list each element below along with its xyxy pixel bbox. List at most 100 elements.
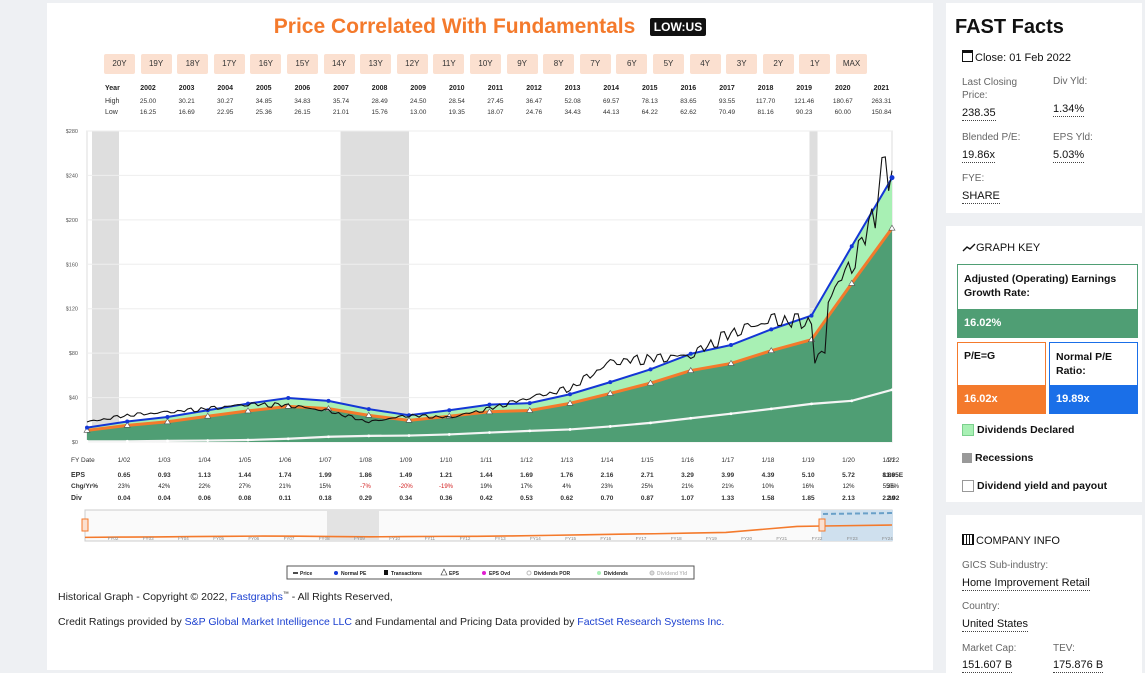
dividend-marker <box>890 388 894 392</box>
year-low-value: 44.13 <box>603 109 620 116</box>
range-button-4y[interactable]: 4Y <box>689 54 721 74</box>
normal-pe-marker <box>447 408 452 413</box>
eps-marker <box>485 408 494 415</box>
range-button-max[interactable]: MAX <box>836 54 867 74</box>
fy-date: 1/02 <box>118 457 131 464</box>
year-high-value: 69.57 <box>603 98 620 105</box>
overview-year-label: FY07 <box>284 536 295 541</box>
sp-global-link[interactable]: S&P Global Market Intelligence LLC <box>184 616 352 628</box>
recession-band <box>92 131 119 442</box>
dividend-marker <box>649 421 652 425</box>
year-label: 2015 <box>642 85 658 92</box>
range-button-6y[interactable]: 6Y <box>616 54 648 74</box>
copyright-text: Historical Graph - Copyright © 2022, <box>58 591 231 603</box>
range-button-20y[interactable]: 20Y <box>104 54 135 74</box>
div-value: 1.85 <box>802 495 815 502</box>
legend-transactions-swatch <box>384 570 388 575</box>
year-high-value: 35.74 <box>333 98 350 105</box>
overview-year-label: FY08 <box>319 536 330 541</box>
eps-marker <box>204 412 212 419</box>
year-low-value: 34.43 <box>564 109 581 116</box>
year-low-value: 19.35 <box>449 109 466 116</box>
range-button-19y[interactable]: 19Y <box>140 54 172 74</box>
year-low-value: 62.62 <box>680 109 697 116</box>
year-label: 2014 <box>603 85 619 92</box>
normal-pe-marker <box>849 244 854 249</box>
range-button-17y[interactable]: 17Y <box>213 54 245 74</box>
range-button-10y[interactable]: 10Y <box>470 54 501 74</box>
range-button-2y[interactable]: 2Y <box>762 54 794 74</box>
overview-estimate-line <box>822 512 893 515</box>
country-value: United States <box>962 618 1029 632</box>
div-value: 0.18 <box>319 495 332 502</box>
overview-growth-line <box>84 524 893 539</box>
year-low-value: 25.36 <box>256 109 273 116</box>
div-value: 2.13 <box>842 495 855 502</box>
legend-label: Dividend Yld <box>657 571 687 577</box>
eps-value: 1.13 <box>198 472 211 479</box>
range-button-12y[interactable]: 12Y <box>396 54 428 74</box>
chg-value: -20% <box>399 484 414 490</box>
earnings-area <box>87 228 892 442</box>
legend-swatch <box>334 571 338 575</box>
dividend-yield-swatch <box>962 480 974 493</box>
range-button-13y[interactable]: 13Y <box>360 54 392 74</box>
dividend-marker <box>125 439 129 443</box>
range-button-3y[interactable]: 3Y <box>726 54 758 74</box>
growth-rate-value: 16.02% <box>958 309 1137 337</box>
fast-facts-title: FAST Facts <box>955 16 1064 38</box>
tev-label: TEV: <box>1053 643 1075 654</box>
year-table-high-label: High <box>105 98 120 105</box>
overview-right-handle[interactable] <box>818 518 826 532</box>
div-value: 1.33 <box>721 495 734 502</box>
fy-date: 1/04 <box>198 457 211 464</box>
fy-date: 1/10 <box>440 457 453 464</box>
fy-date: 1/15 <box>641 457 654 464</box>
eps-label: EPS <box>71 472 85 479</box>
fy-date: 1/09 <box>399 457 412 464</box>
dividend-marker <box>769 407 773 411</box>
div-value: 0.87 <box>641 495 654 502</box>
overview-year-label: FY03 <box>143 536 154 541</box>
peg-box: P/E=G 16.02x <box>957 342 1046 414</box>
range-button-7y[interactable]: 7Y <box>579 54 611 74</box>
div-value: 0.53 <box>520 495 533 502</box>
fy-date: 1/19 <box>802 457 815 464</box>
overview-year-label: FY21 <box>776 536 787 541</box>
year-high-value: 36.47 <box>526 98 543 105</box>
dividend-marker <box>528 429 532 433</box>
fastgraphs-link[interactable]: Fastgraphs <box>230 591 283 603</box>
range-button-8y[interactable]: 8Y <box>543 54 575 74</box>
year-high-value: 27.45 <box>487 98 504 105</box>
fy-date: 1/03 <box>158 457 171 464</box>
recession-band <box>809 131 818 442</box>
eps-value: 2.71 <box>641 472 654 479</box>
normal-pe-marker <box>165 415 170 420</box>
year-low-value: 13.00 <box>410 109 427 116</box>
range-button-18y[interactable]: 18Y <box>177 54 209 74</box>
range-button-1y[interactable]: 1Y <box>799 54 831 74</box>
last-closing-label: Last Closing Price: <box>962 77 1018 101</box>
range-button-14y[interactable]: 14Y <box>323 54 355 74</box>
range-button-9y[interactable]: 9Y <box>506 54 538 74</box>
range-button-11y[interactable]: 11Y <box>433 54 465 74</box>
eps-value: 1.44 <box>480 472 493 479</box>
chg-value: 22% <box>198 484 211 490</box>
normal-pe-marker <box>326 398 331 403</box>
factset-link[interactable]: FactSet Research Systems Inc. <box>577 616 725 628</box>
eps-value: 0.93 <box>158 472 171 479</box>
normal-pe-marker <box>769 327 774 332</box>
year-label: 2013 <box>565 85 581 92</box>
overview-left-handle[interactable] <box>81 518 89 532</box>
year-low-value: 81.16 <box>757 109 774 116</box>
overview-year-label: FY17 <box>636 536 647 541</box>
recessions-key: Recessions <box>962 452 1033 464</box>
range-button-16y[interactable]: 16Y <box>250 54 282 74</box>
graph-key-title: GRAPH KEY <box>962 242 1040 254</box>
div-value: 0.42 <box>480 495 493 502</box>
eps-value: 5.10 <box>802 472 815 479</box>
copyright-rights: - All Rights Reserved, <box>288 591 393 603</box>
eps-marker <box>606 389 614 396</box>
range-button-15y[interactable]: 15Y <box>287 54 318 74</box>
range-button-5y[interactable]: 5Y <box>653 54 684 74</box>
